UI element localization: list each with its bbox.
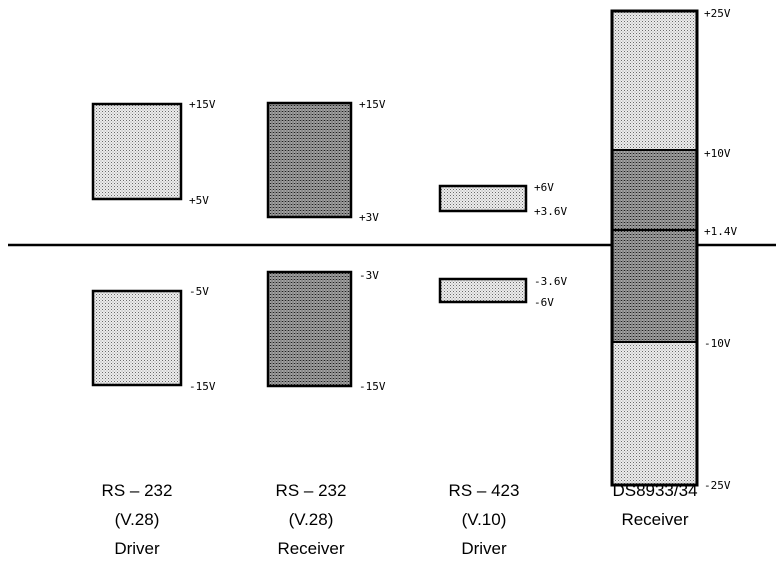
rs232-receiver-negative-bar	[266, 270, 353, 388]
rs423-driver-label-minus3-6: -3.6V	[534, 275, 567, 288]
rs232-driver-label-minus5: -5V	[189, 285, 209, 298]
rs423-driver-caption-line3: Driver	[461, 539, 507, 558]
rs232-driver-caption-line1: RS – 232	[102, 481, 173, 500]
rs423-driver-label-minus6: -6V	[534, 296, 554, 309]
rs232-driver-caption-line3: Driver	[114, 539, 160, 558]
rs232-receiver-label-plus3: +3V	[359, 211, 379, 224]
column-rs232-receiver: +15V +3V -3V -15V RS – 232 (V.28) Receiv…	[266, 98, 386, 558]
ds8933-label-minus10: -10V	[704, 337, 731, 350]
ds8933-label-plus25: +25V	[704, 7, 731, 20]
rs423-driver-label-plus3-6: +3.6V	[534, 205, 567, 218]
rs232-driver-caption-line2: (V.28)	[115, 510, 160, 529]
column-ds8933-receiver: +25V +10V +1.4V -10V -25V DS8933/34 Rece…	[610, 7, 737, 529]
rs423-driver-positive-bar	[438, 184, 528, 213]
ds8933-segment-10-to-1-4	[611, 149, 698, 231]
ds8933-label-plus1-4: +1.4V	[704, 225, 737, 238]
ds8933-segment-25-to-10	[611, 10, 698, 151]
rs232-receiver-caption-line3: Receiver	[277, 539, 344, 558]
ds8933-caption-line2: Receiver	[621, 510, 688, 529]
rs423-driver-caption-line1: RS – 423	[449, 481, 520, 500]
rs423-driver-negative-bar	[438, 277, 528, 304]
rs423-driver-label-plus6: +6V	[534, 181, 554, 194]
rs232-receiver-label-plus15: +15V	[359, 98, 386, 111]
rs232-receiver-positive-bar	[266, 101, 353, 219]
rs232-driver-negative-bar	[91, 289, 183, 387]
ds8933-segment-1-4-to-minus10	[611, 229, 698, 343]
column-rs232-driver: +15V +5V -5V -15V RS – 232 (V.28) Driver	[91, 98, 216, 558]
rs232-receiver-caption-line1: RS – 232	[276, 481, 347, 500]
rs232-driver-positive-bar	[91, 102, 183, 201]
rs232-receiver-label-minus3: -3V	[359, 269, 379, 282]
rs423-driver-caption-line2: (V.10)	[462, 510, 507, 529]
rs232-receiver-label-minus15: -15V	[359, 380, 386, 393]
rs232-driver-label-plus15: +15V	[189, 98, 216, 111]
rs232-driver-label-minus15: -15V	[189, 380, 216, 393]
rs232-receiver-caption-line2: (V.28)	[289, 510, 334, 529]
ds8933-label-plus10: +10V	[704, 147, 731, 160]
ds8933-caption-line1: DS8933/34	[612, 481, 697, 500]
ds8933-segment-minus10-to-minus25	[611, 341, 698, 486]
ds8933-outline	[610, 9, 699, 487]
column-rs423-driver: +6V +3.6V -3.6V -6V RS – 423 (V.10) Driv…	[438, 181, 567, 558]
ds8933-label-minus25: -25V	[704, 479, 731, 492]
rs232-driver-label-plus5: +5V	[189, 194, 209, 207]
